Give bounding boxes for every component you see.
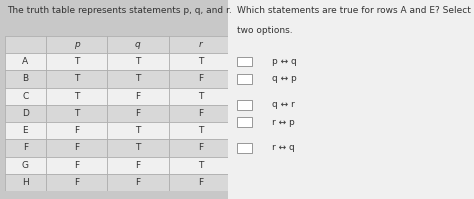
Text: T: T: [135, 74, 140, 83]
Text: T: T: [74, 57, 79, 66]
Bar: [46, 139, 107, 157]
Bar: [46, 53, 107, 70]
Bar: [5, 174, 46, 191]
Text: F: F: [135, 92, 140, 101]
Bar: [5, 88, 46, 105]
Bar: [237, 74, 252, 84]
Text: F: F: [198, 178, 203, 187]
Bar: [169, 70, 232, 88]
Text: T: T: [74, 74, 79, 83]
Bar: [169, 88, 232, 105]
Text: r ↔ p: r ↔ p: [272, 118, 295, 127]
Text: F: F: [198, 74, 203, 83]
Bar: [46, 105, 107, 122]
Text: F: F: [135, 178, 140, 187]
Bar: [46, 88, 107, 105]
Bar: [46, 174, 107, 191]
Text: p ↔ q: p ↔ q: [272, 57, 297, 66]
Text: q ↔ p: q ↔ p: [272, 74, 297, 83]
Bar: [107, 105, 169, 122]
Bar: [5, 70, 46, 88]
Bar: [169, 105, 232, 122]
Bar: [107, 53, 169, 70]
Text: F: F: [74, 178, 79, 187]
Bar: [5, 157, 46, 174]
Text: q ↔ r: q ↔ r: [272, 100, 295, 109]
Text: q: q: [135, 40, 141, 49]
Text: T: T: [198, 92, 203, 101]
Bar: [107, 36, 169, 53]
Text: F: F: [74, 143, 79, 152]
Bar: [46, 70, 107, 88]
Text: C: C: [22, 92, 28, 101]
Text: F: F: [23, 143, 28, 152]
Text: T: T: [74, 109, 79, 118]
Bar: [169, 157, 232, 174]
Bar: [46, 122, 107, 139]
Text: F: F: [74, 161, 79, 170]
Text: B: B: [22, 74, 28, 83]
Text: T: T: [135, 126, 140, 135]
Text: F: F: [74, 126, 79, 135]
Text: Which statements are true for rows A and E? Select: Which statements are true for rows A and…: [237, 6, 471, 15]
Bar: [237, 117, 252, 127]
Text: A: A: [22, 57, 28, 66]
Bar: [169, 139, 232, 157]
Bar: [107, 88, 169, 105]
Bar: [169, 53, 232, 70]
Bar: [107, 70, 169, 88]
Text: F: F: [198, 143, 203, 152]
Text: T: T: [135, 57, 140, 66]
Bar: [169, 122, 232, 139]
Bar: [5, 53, 46, 70]
Bar: [5, 139, 46, 157]
Text: r ↔ q: r ↔ q: [272, 143, 295, 152]
Text: p: p: [73, 40, 79, 49]
Text: E: E: [22, 126, 28, 135]
Text: F: F: [198, 109, 203, 118]
Bar: [237, 100, 252, 109]
Text: The truth table represents statements p, q, and r.: The truth table represents statements p,…: [7, 6, 232, 15]
Bar: [169, 36, 232, 53]
Bar: [169, 174, 232, 191]
Bar: [237, 143, 252, 153]
Bar: [107, 174, 169, 191]
Bar: [46, 36, 107, 53]
Text: G: G: [22, 161, 29, 170]
Bar: [46, 157, 107, 174]
Text: T: T: [198, 161, 203, 170]
Bar: [237, 57, 252, 66]
Text: F: F: [135, 161, 140, 170]
Text: D: D: [22, 109, 28, 118]
Bar: [5, 122, 46, 139]
Text: T: T: [198, 57, 203, 66]
Text: two options.: two options.: [237, 26, 292, 35]
Text: H: H: [22, 178, 28, 187]
Bar: [107, 157, 169, 174]
Text: T: T: [135, 143, 140, 152]
Bar: [5, 105, 46, 122]
Text: F: F: [135, 109, 140, 118]
Bar: [5, 36, 46, 53]
Text: T: T: [198, 126, 203, 135]
Bar: [107, 122, 169, 139]
Text: T: T: [74, 92, 79, 101]
Bar: [107, 139, 169, 157]
Text: r: r: [199, 40, 202, 49]
